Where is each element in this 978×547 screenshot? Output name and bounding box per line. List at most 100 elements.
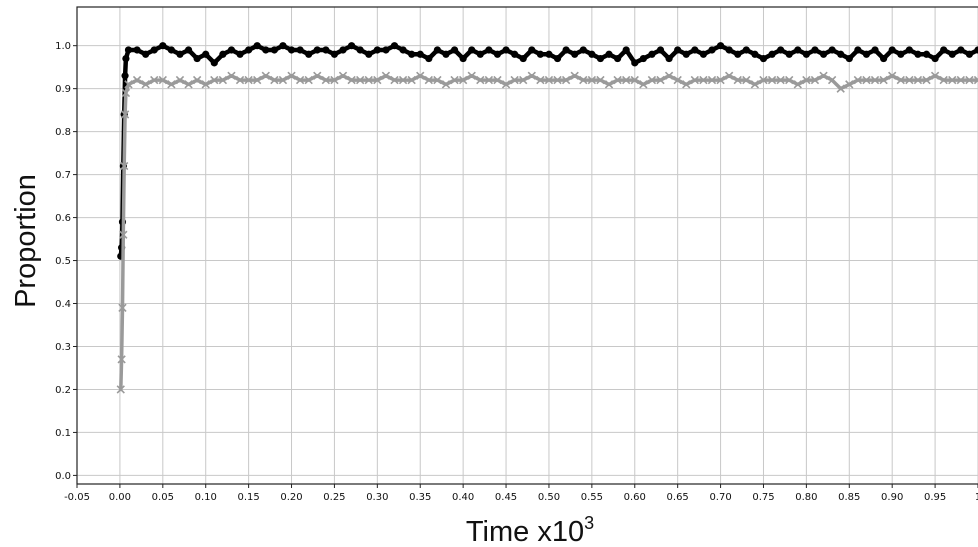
data-point: [914, 50, 922, 58]
data-point: [759, 75, 768, 85]
data-point: [433, 46, 441, 54]
data-point: [122, 54, 130, 63]
data-point: [142, 50, 150, 58]
data-point: [184, 80, 193, 89]
data-point: [871, 46, 879, 54]
data-point: [356, 46, 364, 54]
data-point: [579, 46, 587, 54]
x-tick-label: 0.30: [366, 492, 388, 503]
data-point: [235, 75, 245, 85]
data-point: [853, 75, 863, 85]
data-point: [810, 75, 820, 85]
x-tick-label: 0.20: [280, 492, 302, 503]
data-point: [862, 50, 871, 58]
data-point: [476, 50, 484, 58]
x-tick-label: 0.25: [323, 492, 345, 503]
data-point: [819, 71, 828, 80]
data-point: [528, 46, 536, 54]
x-tick-label: 0.60: [624, 492, 646, 503]
data-point: [734, 50, 742, 58]
data-point: [545, 50, 553, 58]
data-point: [501, 80, 511, 89]
y-tick-label: 0.3: [55, 342, 71, 353]
x-tick-label: 0.40: [452, 492, 474, 503]
data-point: [390, 42, 399, 50]
data-point: [913, 75, 923, 85]
data-point: [691, 46, 699, 54]
x-axis-title-text: Time x10: [466, 516, 584, 547]
data-point: [244, 75, 253, 85]
data-point: [408, 50, 416, 58]
data-point: [339, 46, 347, 54]
y-tick-label: 0.7: [55, 170, 71, 181]
x-tick-label: 0.05: [152, 492, 174, 503]
data-point: [956, 75, 966, 85]
data-point: [262, 46, 270, 54]
data-point: [930, 71, 940, 80]
x-tick-label: 0.70: [709, 492, 731, 503]
data-point: [742, 46, 750, 54]
data-point: [425, 54, 433, 63]
data-point: [948, 75, 957, 85]
data-point: [708, 46, 716, 54]
data-point: [665, 54, 673, 63]
data-point: [836, 84, 845, 93]
data-point: [270, 75, 279, 85]
data-point: [699, 50, 708, 58]
data-point: [458, 75, 468, 85]
data-point: [622, 75, 631, 85]
data-point: [373, 46, 381, 54]
y-tick-label: 0.2: [55, 385, 71, 396]
y-tick-labels: 0.0 0.1 0.2 0.3 0.4 0.5 0.6 0.7 0.8 0.9 1.0: [55, 41, 71, 482]
y-tick-label: 0.0: [55, 471, 71, 482]
data-point: [476, 75, 485, 85]
data-point: [398, 75, 408, 85]
data-point: [227, 71, 236, 80]
x-tick-label: 0.00: [109, 492, 131, 503]
data-point: [811, 46, 819, 54]
data-point: [793, 80, 802, 89]
data-point: [870, 75, 880, 85]
data-point: [116, 385, 125, 394]
data-point: [287, 46, 296, 54]
y-tick-label: 0.4: [55, 299, 71, 310]
data-point: [484, 75, 494, 85]
data-point: [777, 46, 785, 54]
grid: [73, 7, 978, 488]
data-point: [631, 59, 639, 67]
data-point: [553, 54, 562, 63]
data-point: [158, 75, 167, 85]
data-point: [313, 71, 322, 80]
series-2: [116, 71, 978, 394]
data-point: [119, 230, 128, 239]
data-point: [854, 46, 862, 54]
data-point: [373, 75, 382, 85]
data-point: [193, 54, 201, 63]
data-point: [674, 46, 682, 54]
data-point: [304, 75, 313, 85]
data-point: [313, 46, 321, 54]
data-point: [707, 75, 717, 85]
data-point: [347, 75, 356, 85]
data-point: [347, 42, 356, 50]
x-tick-label: 0.85: [838, 492, 860, 503]
y-axis-title: Proportion: [10, 174, 42, 308]
data-point: [356, 75, 365, 85]
data-point: [561, 75, 571, 85]
data-point: [939, 75, 948, 85]
data-point: [604, 80, 614, 89]
data-point: [837, 50, 845, 58]
data-point: [639, 80, 648, 89]
data-point: [459, 54, 467, 63]
data-point: [845, 80, 854, 89]
data-point: [965, 50, 974, 58]
data-point: [536, 75, 545, 85]
y-tick-label: 0.8: [55, 127, 71, 138]
data-point: [202, 50, 210, 58]
data-point: [287, 71, 296, 80]
x-tick-label: 0.90: [881, 492, 903, 503]
data-point: [120, 161, 129, 171]
data-point: [699, 75, 708, 85]
x-tick-label: 0.35: [409, 492, 431, 503]
data-point: [544, 75, 554, 85]
